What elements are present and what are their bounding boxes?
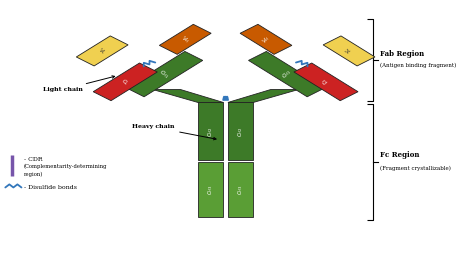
- Bar: [228, 103, 253, 160]
- Text: $C_{H2}$: $C_{H2}$: [206, 126, 215, 137]
- Text: Fc Region: Fc Region: [381, 151, 420, 159]
- Text: $C_{H1}$: $C_{H1}$: [157, 67, 172, 81]
- Text: $V_H$: $V_H$: [260, 33, 272, 46]
- Bar: [198, 162, 223, 217]
- Text: $V_L$: $V_L$: [96, 45, 108, 57]
- Polygon shape: [126, 52, 203, 97]
- Text: $C_{H3}$: $C_{H3}$: [206, 184, 215, 195]
- Text: $V_H$: $V_H$: [179, 33, 191, 46]
- Polygon shape: [228, 90, 298, 103]
- Polygon shape: [323, 36, 375, 66]
- Text: Light chain: Light chain: [43, 76, 115, 92]
- Text: Fab Region: Fab Region: [381, 50, 425, 58]
- Bar: [198, 103, 223, 160]
- Polygon shape: [159, 24, 211, 54]
- Polygon shape: [76, 36, 128, 66]
- Text: $C_{H1}$: $C_{H1}$: [280, 67, 294, 81]
- Text: - CDR: - CDR: [24, 157, 42, 162]
- Bar: [228, 162, 253, 217]
- Polygon shape: [294, 63, 358, 101]
- Text: $C_L$: $C_L$: [320, 76, 332, 88]
- Text: $C_L$: $C_L$: [119, 76, 131, 88]
- Text: - Disulfide bonds: - Disulfide bonds: [24, 185, 77, 190]
- Polygon shape: [93, 63, 157, 101]
- Text: $V_L$: $V_L$: [343, 45, 355, 57]
- Text: Heavy chain: Heavy chain: [132, 124, 216, 140]
- Text: (Fragment crystallizable): (Fragment crystallizable): [381, 166, 451, 171]
- Text: region): region): [24, 172, 43, 177]
- Polygon shape: [240, 24, 292, 54]
- Text: (Antigen binding fragment): (Antigen binding fragment): [381, 63, 456, 68]
- Text: $C_{H2}$: $C_{H2}$: [236, 126, 245, 137]
- Polygon shape: [153, 90, 223, 103]
- Text: (Complementarity-determining: (Complementarity-determining: [24, 164, 107, 169]
- Text: $C_{H3}$: $C_{H3}$: [236, 184, 245, 195]
- Polygon shape: [248, 52, 325, 97]
